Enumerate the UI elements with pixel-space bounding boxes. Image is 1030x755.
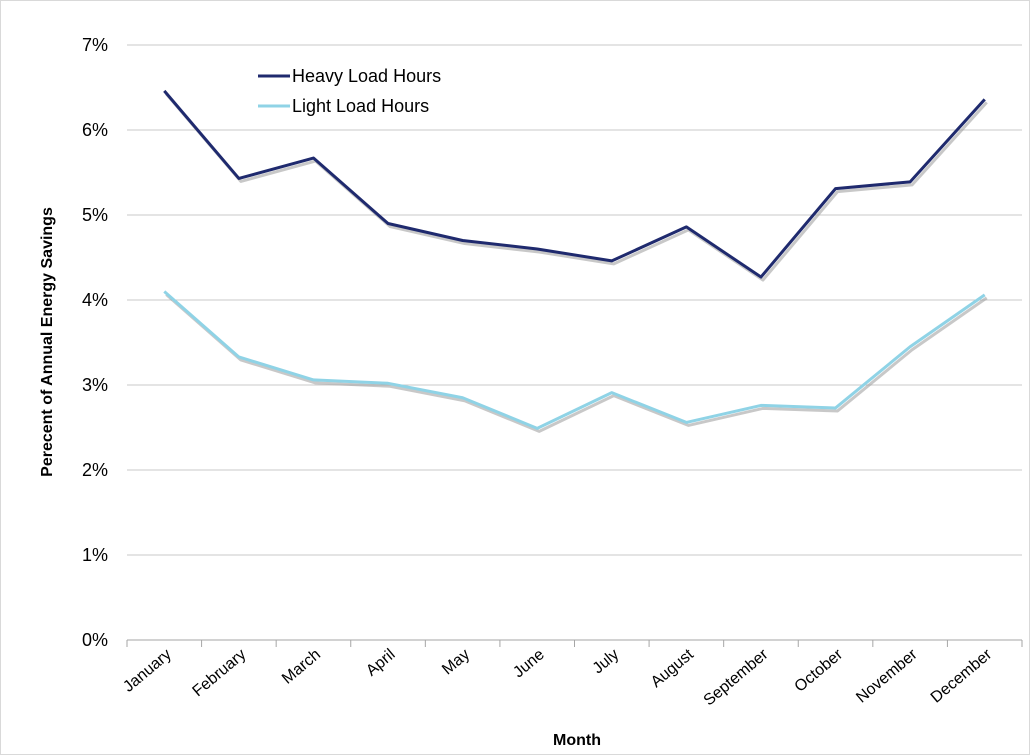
x-tick-label: December (928, 646, 996, 707)
legend: Heavy Load Hours Light Load Hours (258, 66, 441, 116)
x-tick-label: January (120, 646, 175, 696)
y-tick-label: 2% (82, 460, 108, 480)
x-tick-label: July (590, 646, 623, 677)
series-shadow (165, 293, 988, 433)
x-tick-labels: January February March April May June July Augu… (120, 646, 995, 710)
x-tick-label: September (701, 646, 772, 710)
y-tick-label: 0% (82, 630, 108, 650)
x-axis (126, 639, 1023, 647)
x-tick-label: April (363, 646, 398, 680)
y-tick-label: 5% (82, 205, 108, 225)
gridlines (127, 44, 1022, 556)
series-line-0 (163, 89, 986, 279)
y-tick-label: 1% (82, 545, 108, 565)
x-tick-label: August (648, 646, 698, 691)
x-tick-label: May (439, 646, 473, 678)
x-axis-title: Month (553, 732, 601, 749)
legend-label: Light Load Hours (292, 96, 429, 116)
y-tick-label: 7% (82, 35, 108, 55)
x-tick-label: March (279, 646, 324, 688)
x-tick-label: November (853, 646, 921, 707)
series-shadow (165, 92, 988, 282)
legend-label: Heavy Load Hours (292, 66, 441, 86)
y-tick-label: 6% (82, 120, 108, 140)
y-tick-label: 3% (82, 375, 108, 395)
x-tick-label: June (510, 646, 548, 681)
series-lines (163, 89, 988, 433)
y-tick-labels: 0% 1% 2% 3% 4% 5% 6% 7% (82, 35, 108, 650)
x-tick-label: February (189, 646, 249, 700)
series-line-1 (163, 290, 986, 430)
y-tick-label: 4% (82, 290, 108, 310)
y-axis-title: Perecent of Annual Energy Savings (39, 207, 56, 477)
x-tick-label: October (792, 646, 847, 696)
